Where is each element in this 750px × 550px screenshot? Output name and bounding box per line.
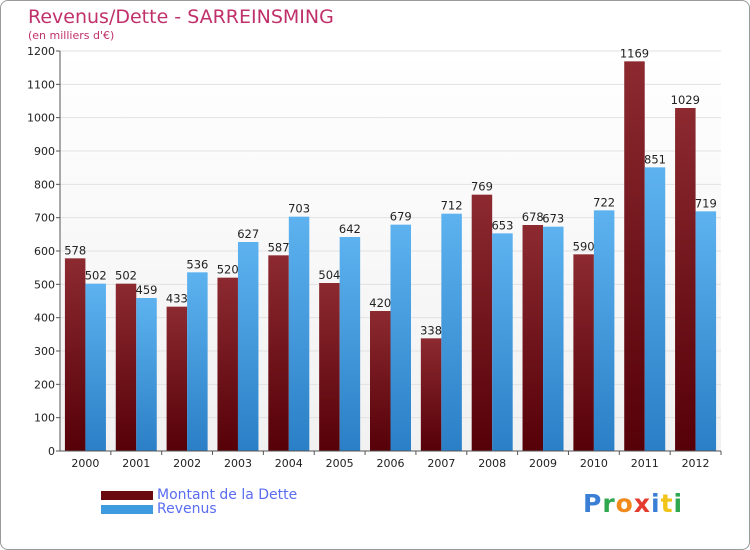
bar-dette [217,277,238,451]
data-label-revenus: 642 [339,222,361,236]
bar-dette [624,61,645,451]
legend-label-dette: Montant de la Dette [157,487,298,503]
data-label-dette: 504 [318,268,340,282]
x-tick-label: 2012 [682,457,710,470]
data-label-dette: 1029 [671,93,700,107]
y-tick-label: 900 [34,145,55,158]
chart-title: Revenus/Dette - SARREINSMING [28,6,334,28]
bar-dette [268,255,289,451]
legend-item-revenus: Revenus [101,501,217,517]
y-tick-label: 600 [34,245,55,258]
bar-revenus [593,210,615,451]
y-tick-label: 800 [34,178,55,191]
y-tick-label: 700 [34,212,55,225]
bar-revenus [543,226,564,451]
x-tick-label: 2011 [631,457,659,470]
bar-dette [573,254,594,451]
bar-revenus [339,237,361,451]
data-label-revenus: 653 [491,218,513,232]
logo-letter: i [673,489,684,518]
data-label-revenus: 673 [542,212,564,226]
data-label-revenus: 851 [644,152,666,166]
x-tick-label: 2001 [122,457,150,470]
bar-dette [471,194,493,451]
legend-label-revenus: Revenus [157,501,217,517]
data-label-revenus: 502 [85,269,107,283]
bar-revenus [85,283,106,451]
bar-dette [115,283,137,451]
x-tick-label: 2006 [377,457,405,470]
data-label-revenus: 459 [136,283,158,297]
data-label-dette: 587 [268,240,290,254]
proxiti-logo: Proxiti [583,489,683,518]
data-label-revenus: 679 [390,210,412,224]
legend-item-dette: Montant de la Dette [101,487,297,503]
y-tick-label: 1000 [27,112,55,125]
y-tick-label: 200 [34,378,55,391]
y-tick-label: 100 [34,412,55,425]
data-label-dette: 1169 [620,46,649,60]
y-tick-label: 300 [34,345,55,358]
logo-letter: i [651,489,661,518]
bar-dette [319,283,340,451]
x-tick-label: 2002 [173,457,201,470]
x-tick-label: 2008 [478,457,506,470]
x-tick-label: 2007 [427,457,455,470]
x-tick-label: 2009 [529,457,557,470]
y-tick-label: 400 [34,312,55,325]
data-label-dette: 502 [115,269,137,283]
data-label-revenus: 722 [593,195,615,209]
data-label-revenus: 627 [237,227,259,241]
data-label-revenus: 719 [695,196,717,210]
data-label-dette: 420 [369,296,391,310]
x-tick-label: 2000 [71,457,99,470]
logo-letter: r [602,489,616,518]
bar-dette [64,258,86,451]
data-label-dette: 338 [420,323,442,337]
bar-revenus [390,224,411,451]
data-label-dette: 590 [573,239,595,253]
y-tick-label: 500 [34,278,55,291]
bar-revenus [237,242,259,451]
logo-letter: t [660,489,674,518]
y-tick-label: 1200 [27,45,55,58]
data-label-revenus: 703 [288,202,310,216]
data-label-dette: 578 [64,243,86,257]
bar-dette [522,225,544,451]
bar-dette [370,311,391,451]
bar-revenus [644,167,666,452]
data-label-dette: 520 [217,263,239,277]
x-tick-label: 2010 [580,457,608,470]
y-tick-label: 0 [48,445,55,458]
x-tick-label: 2003 [224,457,252,470]
chart-subtitle: (en milliers d'€) [28,29,115,42]
logo-letter: o [615,489,634,518]
bar-dette [166,306,188,451]
bar-revenus [136,298,157,451]
data-label-dette: 678 [522,210,544,224]
data-label-revenus: 536 [186,257,208,271]
bar-revenus [441,213,462,451]
data-label-revenus: 712 [441,199,463,213]
logo-letter: x [633,489,651,518]
bar-revenus [492,233,513,451]
logo-letter: P [583,489,603,518]
bar-dette [675,108,696,451]
x-tick-label: 2004 [275,457,303,470]
data-label-dette: 769 [471,180,493,194]
bar-revenus [187,272,208,451]
x-tick-label: 2005 [326,457,354,470]
y-tick-label: 1100 [27,78,55,91]
data-label-dette: 433 [166,292,188,306]
legend-swatch-revenus [101,504,153,514]
bar-dette [420,338,442,451]
legend-swatch-dette [101,490,153,500]
bar-revenus [695,211,717,451]
bar-revenus [288,216,310,451]
